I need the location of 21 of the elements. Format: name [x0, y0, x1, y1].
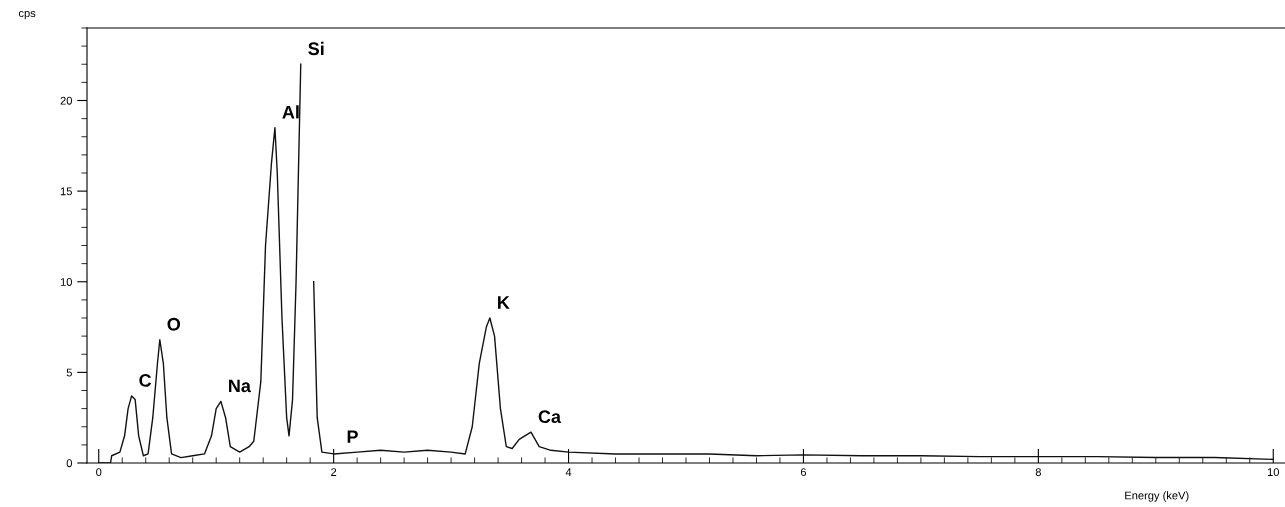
annotation: Al — [282, 105, 299, 119]
y-tick-label: 15 — [60, 187, 72, 196]
x-tick-label: 0 — [96, 468, 102, 477]
y-axis-title: cps — [18, 11, 36, 20]
x-tick-label: 8 — [1035, 468, 1041, 477]
y-tick-label: 10 — [60, 278, 72, 286]
annotation: C — [139, 374, 152, 387]
annotation: K — [498, 296, 510, 309]
y-tick-label: 20 — [60, 96, 72, 105]
y-tick-label: 5 — [66, 368, 72, 377]
x-tick-label: 2 — [331, 468, 337, 476]
annotation: Si — [308, 41, 324, 56]
annotation: P — [347, 430, 358, 443]
annotation: O — [167, 317, 181, 331]
annotation: Na — [229, 379, 252, 393]
y-tick-label: 0 — [66, 459, 72, 468]
x-tick-label: 4 — [565, 468, 572, 476]
x-tick-label: 10 — [1267, 468, 1279, 477]
x-axis-title: Energy (keV) — [1125, 491, 1189, 502]
annotation: Ca — [538, 410, 562, 424]
x-tick-label: 6 — [800, 468, 807, 477]
